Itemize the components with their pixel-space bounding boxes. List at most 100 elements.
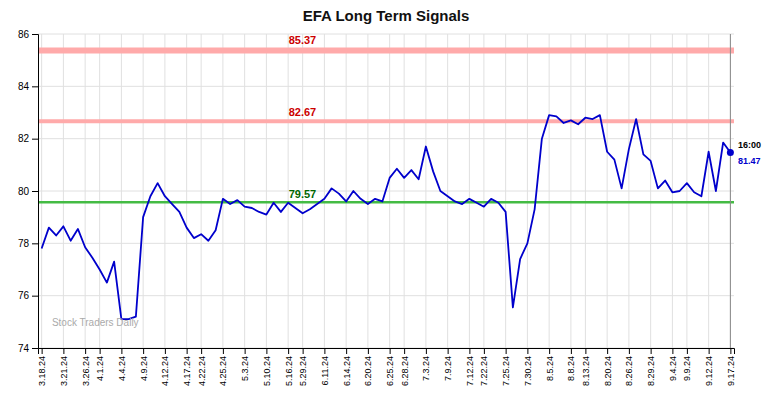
y-tick: 80 bbox=[18, 186, 38, 197]
watermark: Stock Traders Daily bbox=[52, 317, 139, 328]
x-tick-label: 7.25.24 bbox=[501, 356, 511, 386]
x-tick-label: 4.9.24 bbox=[139, 356, 149, 381]
x-tick-label: 3.26.24 bbox=[81, 356, 91, 386]
x-axis: 3.18.24 3.21.24 3.26.24 4.1.24 4.4.24 4.9.24 4… bbox=[37, 348, 736, 386]
x-tick: 7.9.24 bbox=[443, 348, 453, 381]
x-tick-label: 6.14.24 bbox=[342, 356, 352, 386]
y-tick-mark bbox=[32, 243, 38, 244]
x-tick-mark bbox=[404, 348, 405, 354]
annotations: EFA Long Term Signals85.3782.6779.5716:0… bbox=[52, 7, 761, 328]
x-tick-mark bbox=[63, 348, 64, 354]
grid-line bbox=[38, 243, 734, 244]
grid-line bbox=[570, 34, 571, 348]
x-tick-mark bbox=[448, 348, 449, 354]
grid-line bbox=[607, 34, 608, 348]
x-tick: 4.1.24 bbox=[95, 348, 105, 381]
y-tick-mark bbox=[32, 348, 38, 349]
y-tick-label: 80 bbox=[18, 186, 30, 197]
y-tick: 86 bbox=[18, 29, 38, 40]
x-tick-label: 4.22.24 bbox=[197, 356, 207, 386]
x-tick: 7.30.24 bbox=[523, 348, 533, 386]
grid-line bbox=[505, 34, 506, 348]
x-tick: 3.26.24 bbox=[81, 348, 91, 386]
x-tick-mark bbox=[368, 348, 369, 354]
x-axis-line bbox=[39, 349, 735, 355]
y-tick: 84 bbox=[18, 81, 38, 92]
y-tick-mark bbox=[32, 86, 38, 87]
grid bbox=[38, 34, 734, 348]
grid-line bbox=[527, 34, 528, 348]
x-tick-label: 8.5.24 bbox=[545, 356, 555, 381]
grid-line bbox=[222, 34, 223, 348]
x-tick-label: 4.4.24 bbox=[117, 356, 127, 381]
x-tick: 7.25.24 bbox=[501, 348, 511, 386]
grid-line bbox=[38, 86, 734, 87]
x-tick-mark bbox=[266, 348, 267, 354]
y-tick: 74 bbox=[18, 343, 38, 354]
grid-line bbox=[186, 34, 187, 348]
grid-line bbox=[38, 34, 734, 35]
x-tick-label: 9.4.24 bbox=[668, 356, 678, 381]
grid-line bbox=[367, 34, 368, 348]
grid-line bbox=[404, 34, 405, 348]
grid-line bbox=[143, 34, 144, 348]
y-tick: 78 bbox=[18, 238, 38, 249]
grid-line bbox=[549, 34, 550, 348]
x-tick-mark bbox=[549, 348, 550, 354]
x-tick-mark bbox=[469, 348, 470, 354]
x-tick-label: 4.1.24 bbox=[95, 356, 105, 381]
x-tick-mark bbox=[426, 348, 427, 354]
x-tick-mark bbox=[527, 348, 528, 354]
x-tick: 4.17.24 bbox=[182, 348, 192, 386]
x-tick-mark bbox=[121, 348, 122, 354]
grid-line bbox=[99, 34, 100, 348]
x-tick: 8.13.24 bbox=[581, 348, 591, 386]
x-tick: 7.22.24 bbox=[479, 348, 489, 386]
y-tick-label: 82 bbox=[18, 133, 30, 144]
grid-line bbox=[121, 34, 122, 348]
x-tick-mark bbox=[571, 348, 572, 354]
y-tick-label: 74 bbox=[18, 343, 30, 354]
x-tick-label: 8.8.24 bbox=[566, 356, 576, 381]
grid-line bbox=[244, 34, 245, 348]
x-tick: 3.18.24 bbox=[37, 348, 47, 386]
x-tick-label: 5.3.24 bbox=[240, 356, 250, 381]
x-tick-mark bbox=[288, 348, 289, 354]
reference-line bbox=[38, 119, 734, 123]
x-tick-label: 6.25.24 bbox=[385, 356, 395, 386]
grid-line bbox=[650, 34, 651, 348]
x-tick-mark bbox=[672, 348, 673, 354]
y-tick: 76 bbox=[18, 290, 38, 301]
x-tick: 3.21.24 bbox=[59, 348, 69, 386]
x-tick: 5.16.24 bbox=[284, 348, 294, 386]
x-tick-mark bbox=[607, 348, 608, 354]
x-tick-mark bbox=[324, 348, 325, 354]
x-tick-label: 7.9.24 bbox=[443, 356, 453, 381]
last-point-line bbox=[730, 34, 731, 348]
x-tick: 5.3.24 bbox=[240, 348, 250, 381]
x-tick-label: 8.26.24 bbox=[624, 356, 634, 386]
grid-line bbox=[469, 34, 470, 348]
y-tick-label: 86 bbox=[18, 29, 30, 40]
x-tick: 6.28.24 bbox=[400, 348, 410, 386]
x-tick-label: 4.12.24 bbox=[160, 356, 170, 386]
x-tick-mark bbox=[143, 348, 144, 354]
grid-line bbox=[686, 34, 687, 348]
grid-line bbox=[41, 34, 42, 348]
x-tick: 8.29.24 bbox=[646, 348, 656, 386]
x-tick-mark bbox=[85, 348, 86, 354]
x-tick-mark bbox=[709, 348, 710, 354]
x-tick: 6.25.24 bbox=[385, 348, 395, 386]
x-tick: 9.12.24 bbox=[704, 348, 714, 386]
x-tick-label: 7.30.24 bbox=[523, 356, 533, 386]
x-tick-mark bbox=[506, 348, 507, 354]
x-tick-label: 3.21.24 bbox=[59, 356, 69, 386]
x-tick: 9.17.24 bbox=[726, 348, 736, 386]
x-tick: 4.25.24 bbox=[218, 348, 228, 386]
x-tick: 5.29.24 bbox=[298, 348, 308, 386]
grid-line bbox=[628, 34, 629, 348]
title: EFA Long Term Signals bbox=[303, 7, 470, 24]
x-tick-mark bbox=[390, 348, 391, 354]
grid-line bbox=[38, 295, 734, 296]
x-tick-label: 9.12.24 bbox=[704, 356, 714, 386]
